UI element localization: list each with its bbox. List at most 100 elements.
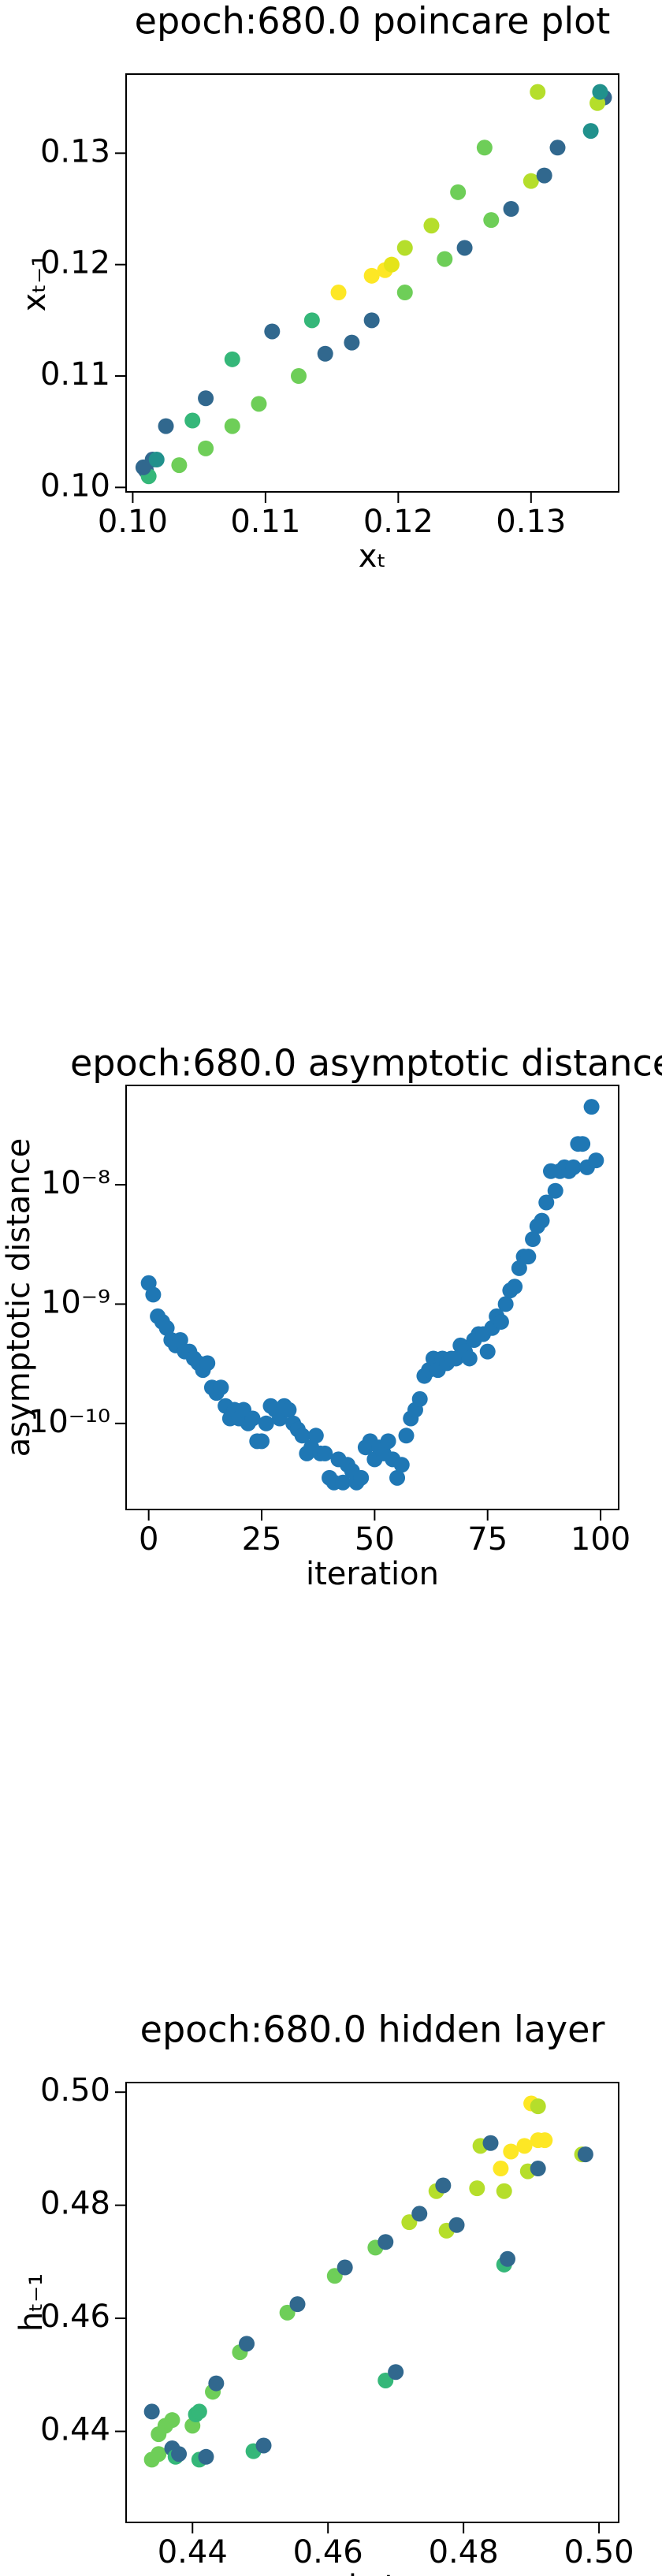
y-tick-label: 0.46 — [40, 2299, 110, 2335]
point — [537, 2132, 553, 2149]
point — [482, 2135, 499, 2151]
point — [239, 2336, 255, 2352]
point — [264, 323, 281, 340]
point — [151, 2446, 167, 2462]
point — [503, 2143, 519, 2160]
point — [224, 418, 240, 434]
x-tick-label: 0 — [139, 1521, 158, 1558]
point — [191, 2403, 207, 2420]
point — [258, 1415, 274, 1431]
y-tick-label: 0.10 — [40, 467, 110, 504]
point — [538, 1194, 555, 1211]
point — [198, 2448, 214, 2465]
point — [525, 1231, 541, 1248]
point — [507, 1279, 523, 1295]
point — [335, 1474, 351, 1491]
point — [536, 167, 552, 184]
y-axis-label: xₜ₋₁ — [17, 255, 53, 312]
point — [450, 184, 467, 200]
x-tick-label: 0.13 — [496, 504, 566, 540]
point — [411, 2206, 428, 2222]
x-axis-label: iteration — [306, 1556, 439, 1592]
point — [461, 1350, 478, 1367]
y-tick-label: 0.12 — [40, 245, 110, 281]
point — [588, 1152, 604, 1169]
x-tick-label: 25 — [242, 1521, 282, 1558]
point — [583, 1099, 600, 1115]
x-tick-label: 0.11 — [230, 504, 300, 540]
point — [363, 312, 380, 329]
point — [198, 440, 214, 456]
point — [281, 1402, 297, 1418]
point — [224, 351, 240, 367]
point — [496, 2183, 512, 2199]
point — [255, 2437, 272, 2454]
point — [523, 173, 539, 189]
x-axis-label: xₜ — [359, 538, 386, 575]
y-tick-label: 10⁻⁹ — [41, 1284, 110, 1320]
y-tick-label: 0.50 — [40, 2072, 110, 2109]
point — [592, 84, 608, 100]
point — [437, 251, 453, 267]
point — [469, 2180, 485, 2197]
point — [251, 396, 267, 412]
x-tick-label: 0.44 — [158, 2534, 228, 2570]
y-axis-label: hₜ₋₁ — [13, 2273, 50, 2332]
point — [289, 2296, 306, 2313]
point — [363, 267, 380, 284]
y-axis-label: asymptotic distance — [1, 1138, 37, 1457]
point — [577, 2146, 593, 2163]
point — [171, 457, 188, 474]
y-tick-label: 0.44 — [40, 2412, 110, 2448]
point — [199, 1355, 216, 1372]
x-tick-label: 0.48 — [429, 2534, 499, 2570]
point — [530, 84, 546, 100]
point — [456, 240, 473, 256]
point — [503, 201, 519, 218]
point — [534, 1212, 550, 1229]
x-tick-label: 0.12 — [363, 504, 433, 540]
point — [198, 390, 214, 407]
x-tick-label: 0.46 — [293, 2534, 363, 2570]
point — [158, 1320, 175, 1336]
point — [516, 2138, 533, 2154]
point — [435, 2177, 452, 2194]
point — [254, 1433, 270, 1450]
point — [158, 418, 174, 434]
chart-title: epoch:680.0 hidden layer — [140, 2008, 605, 2051]
point — [184, 412, 201, 429]
point — [565, 1159, 582, 1175]
x-tick-label: 0.10 — [98, 504, 168, 540]
y-tick-label: 0.11 — [40, 356, 110, 393]
point — [307, 1428, 324, 1444]
point — [171, 2446, 188, 2462]
point — [380, 1433, 396, 1450]
point — [393, 1457, 410, 1473]
point — [493, 2161, 509, 2177]
point — [479, 1343, 496, 1360]
point — [294, 1428, 311, 1444]
x-axis-label: h_t — [348, 2569, 396, 2576]
point — [575, 1136, 591, 1152]
y-tick-label: 10⁻¹⁰ — [28, 1404, 110, 1440]
point — [377, 2234, 394, 2250]
point — [530, 2161, 546, 2177]
axes-frame — [125, 2082, 619, 2523]
point — [353, 1469, 370, 1486]
point — [317, 1445, 333, 1461]
point — [143, 2403, 160, 2420]
x-tick-label: 0.50 — [564, 2534, 634, 2570]
point — [483, 212, 500, 229]
point — [164, 2412, 180, 2429]
point — [530, 2098, 546, 2115]
point — [497, 1296, 514, 1312]
axes-frame — [125, 73, 619, 493]
x-tick-label: 50 — [355, 1521, 395, 1558]
point — [148, 452, 165, 468]
point — [244, 1410, 261, 1427]
point — [383, 256, 400, 273]
point — [411, 1390, 428, 1407]
point — [547, 1182, 563, 1199]
point — [520, 1249, 537, 1265]
